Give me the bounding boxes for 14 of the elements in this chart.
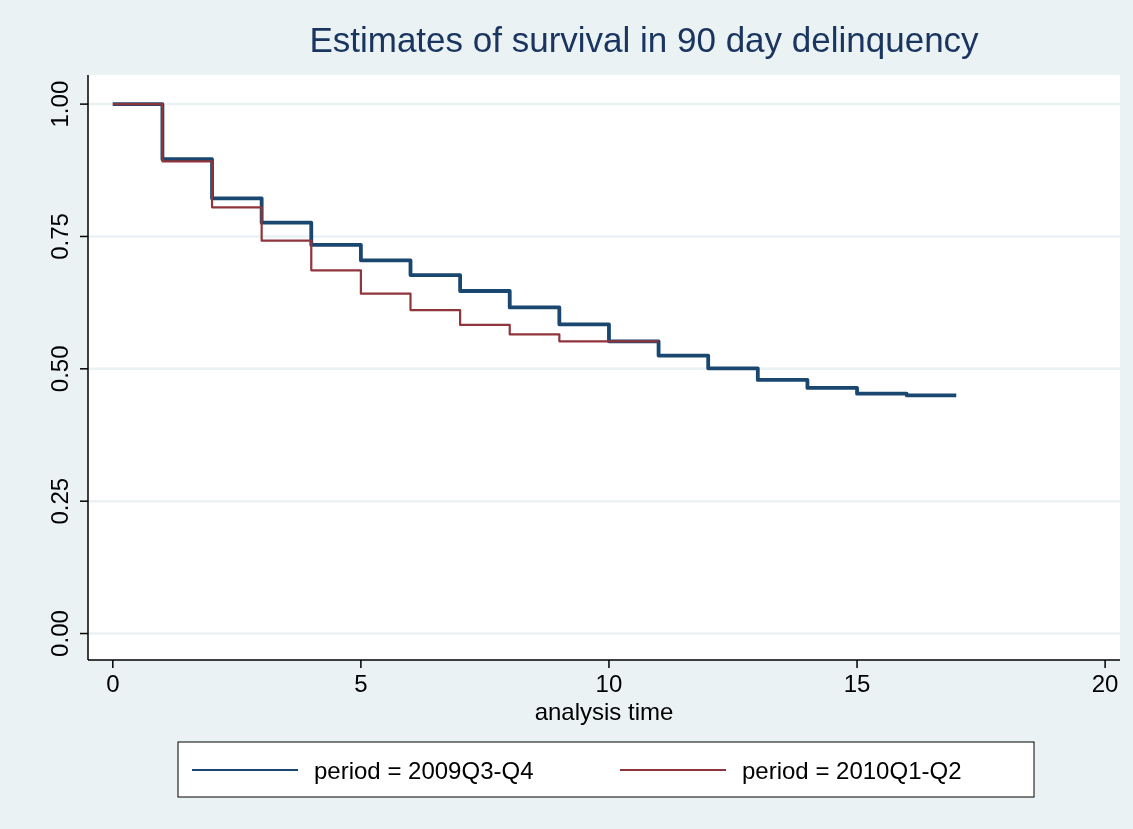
x-tick-label: 20 <box>1091 670 1119 697</box>
legend-label: period = 2009Q3-Q4 <box>314 757 534 784</box>
chart-title: Estimates of survival in 90 day delinquency <box>309 20 980 59</box>
x-tick-label: 5 <box>354 670 368 697</box>
y-tick-label: 1.00 <box>46 80 73 128</box>
x-tick-label: 15 <box>843 670 871 697</box>
x-axis-title: analysis time <box>534 698 674 725</box>
x-tick-label: 10 <box>595 670 623 697</box>
legend-label: period = 2010Q1-Q2 <box>742 757 962 784</box>
y-tick-label: 0.75 <box>46 213 73 260</box>
x-tick-label: 0 <box>106 670 120 697</box>
y-tick-label: 0.25 <box>46 477 73 525</box>
y-tick-label: 0.50 <box>46 345 73 393</box>
y-tick-label: 0.00 <box>46 610 73 657</box>
